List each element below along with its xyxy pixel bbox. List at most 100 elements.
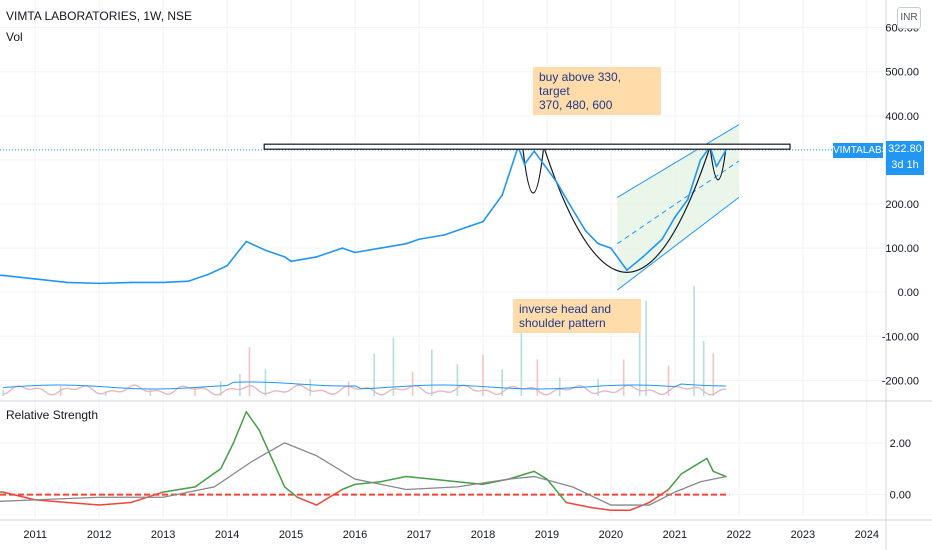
rising-channel (617, 124, 740, 291)
price-point (610, 247, 612, 249)
rs-segment (507, 470, 535, 480)
volume-indicator-label[interactable]: Vol (6, 30, 23, 44)
buy-note-line-2: 370, 480, 600 (539, 98, 613, 112)
chart-title[interactable]: VIMTA LABORATORIES, 1W, NSE (6, 9, 193, 23)
pattern-note-line-1: inverse head and (519, 302, 612, 316)
price-point (568, 203, 571, 205)
price-point (264, 249, 267, 252)
time-tick-label: 2013 (151, 529, 175, 541)
volume-bar (309, 378, 312, 396)
price-tick-label: -200.00 (882, 375, 919, 387)
price-tick-label: 200.00 (885, 199, 919, 211)
volume-bar (520, 332, 523, 396)
pattern-note[interactable]: inverse head and shoulder pattern (513, 299, 641, 333)
rs-segment (565, 501, 593, 509)
price-point (533, 150, 536, 152)
price-point (542, 163, 545, 166)
rs-segment (354, 480, 382, 486)
bar-countdown: 3d 1h (891, 159, 919, 171)
price-point (584, 229, 587, 232)
volume-bar (712, 353, 715, 396)
price-point (2, 274, 5, 277)
volume-bar (59, 386, 62, 396)
resistance-level[interactable] (263, 143, 791, 150)
rs-segment (405, 475, 433, 480)
ticker-label: VIMTALABS (833, 143, 889, 158)
rs-segment (162, 486, 196, 493)
volume-bar (411, 371, 414, 396)
price-tick-label: 400.00 (885, 111, 919, 123)
volume-bar (431, 349, 433, 396)
price-tick-label: 0.00 (898, 287, 919, 299)
rs-segment (629, 501, 651, 511)
time-tick-label: 2011 (23, 529, 47, 541)
volume-bar (536, 359, 539, 396)
time-tick-label: 2024 (855, 529, 879, 541)
rs-segment (341, 483, 356, 491)
channel-lower (617, 196, 740, 291)
price-point (245, 240, 248, 243)
volume-bar (347, 381, 350, 396)
rs-segment (2, 491, 36, 501)
time-tick-label: 2021 (663, 529, 687, 541)
price-tick-label: -100.00 (882, 331, 919, 343)
price-point (207, 273, 209, 276)
channel-upper (617, 124, 740, 198)
volume-bar (645, 300, 647, 396)
volume-bar (149, 388, 152, 396)
rs-segment (431, 478, 459, 483)
last-price-value: 322.80 (888, 143, 922, 155)
rs-segment (219, 442, 235, 470)
buy-target-note[interactable]: buy above 330, target 370, 480, 600 (533, 67, 661, 115)
rs-segment (315, 488, 343, 506)
volume-bar (501, 369, 503, 396)
price-point (699, 159, 702, 161)
rs-segment (590, 506, 612, 511)
price-point (523, 163, 526, 166)
rs-segment (66, 501, 100, 506)
rs-title: Relative Strength (6, 408, 98, 422)
time-tick-label: 2012 (87, 529, 111, 541)
rs-segment (283, 486, 299, 499)
price-point (661, 238, 664, 241)
price-point (130, 281, 133, 284)
time-tick-label: 2023 (791, 529, 815, 541)
price-point (555, 181, 558, 183)
time-tick-label: 2015 (279, 529, 303, 541)
rs-segment (245, 411, 260, 431)
volume-bar (456, 364, 459, 396)
price-point (482, 220, 484, 223)
price-tick-label: 100.00 (885, 243, 919, 255)
price-point (469, 225, 472, 227)
price-point (619, 260, 622, 263)
rs-segment (194, 468, 222, 488)
price-point (443, 233, 446, 236)
volume-bar (702, 341, 705, 396)
price-point (673, 216, 676, 219)
volume-bar (558, 377, 561, 396)
head-arc (543, 146, 711, 273)
rs-segment (98, 501, 132, 506)
rs-segment (258, 429, 273, 460)
price-point (187, 280, 190, 283)
price-point (686, 198, 689, 201)
price-point (642, 256, 644, 258)
price-point (405, 242, 408, 245)
time-tick-label: 2022 (727, 529, 751, 541)
price-point (379, 247, 382, 249)
rs-axis[interactable]: 2.00 0.00 (890, 438, 911, 502)
time-tick-label: 2018 (471, 529, 495, 541)
channel-fill (617, 124, 739, 290)
price-point (34, 278, 37, 280)
volume-bar (597, 378, 599, 396)
volume-bar (248, 347, 251, 396)
resistance-level-330 (263, 143, 791, 150)
price-point (626, 269, 628, 272)
buy-note-line-1: buy above 330, target (539, 70, 622, 98)
time-axis[interactable]: 2011 2012 2013 2014 2015 2016 2017 2018 2019 2020… (23, 529, 879, 541)
currency-button[interactable]: INR (897, 7, 921, 29)
price-tick-label: 500.00 (885, 67, 919, 79)
price-axis[interactable]: 600.00500.00400.00300.00200.00100.000.00… (882, 23, 919, 388)
